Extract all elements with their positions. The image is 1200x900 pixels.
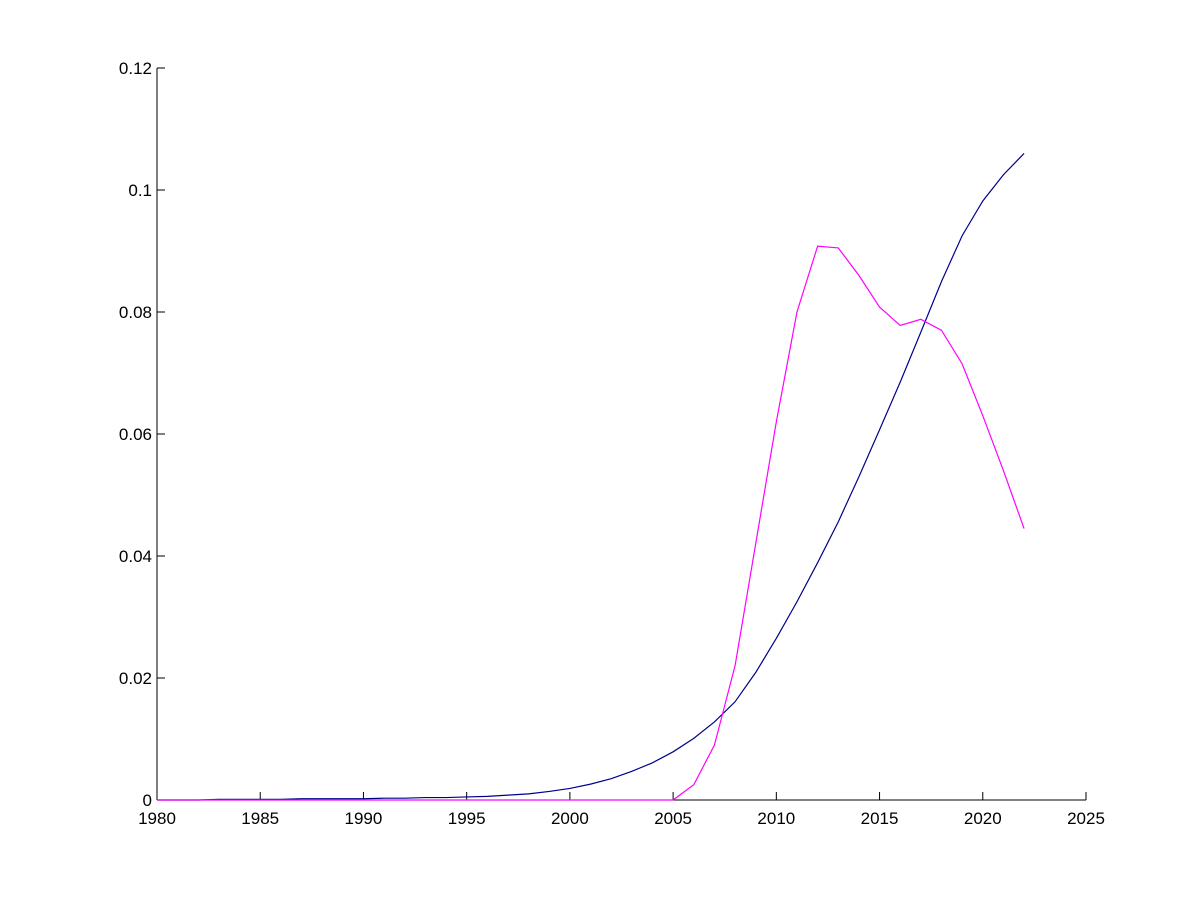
x-tick-label: 1985: [241, 809, 279, 828]
line-series: [157, 245, 1025, 801]
y-tick-label: 0.04: [119, 547, 152, 566]
y-tick-label: 0.1: [128, 181, 152, 200]
x-tick-label: 1990: [345, 809, 383, 828]
y-tick-label: 0.12: [119, 59, 152, 78]
x-tick-label: 2005: [654, 809, 692, 828]
x-tick-label: 1980: [138, 809, 176, 828]
x-tick-label: 2010: [757, 809, 795, 828]
y-tick-label: 0.02: [119, 669, 152, 688]
x-tick-label: 2015: [861, 809, 899, 828]
x-tick-label: 2020: [964, 809, 1002, 828]
line-series: [157, 152, 1025, 801]
x-tick-label: 1995: [448, 809, 486, 828]
y-tick-label: 0.06: [119, 425, 152, 444]
y-tick-label: 0.08: [119, 303, 152, 322]
x-tick-label: 2025: [1067, 809, 1105, 828]
x-tick-label: 2000: [551, 809, 589, 828]
y-tick-label: 0: [143, 791, 152, 810]
